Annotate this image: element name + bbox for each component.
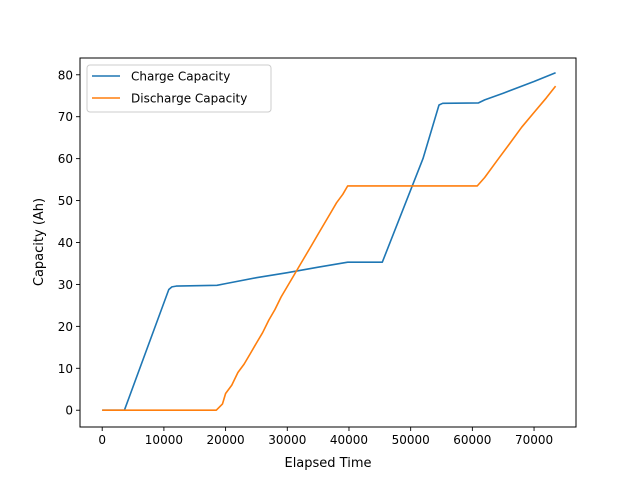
x-axis-label: Elapsed Time [284, 456, 371, 471]
x-tick-label: 20000 [206, 433, 244, 447]
y-tick-label: 80 [58, 68, 73, 82]
y-tick-label: 10 [58, 362, 73, 376]
y-tick-label: 30 [58, 278, 73, 292]
y-tick-label: 0 [65, 404, 73, 418]
y-tick-label: 50 [58, 194, 73, 208]
legend-label-0: Charge Capacity [131, 70, 230, 84]
y-tick-label: 40 [58, 236, 73, 250]
series-line-1 [102, 85, 557, 411]
x-tick-label: 60000 [453, 433, 491, 447]
x-tick-label: 10000 [145, 433, 183, 447]
y-tick-label: 70 [58, 110, 73, 124]
x-tick-label: 30000 [268, 433, 306, 447]
legend-box [86, 64, 272, 113]
x-tick-label: 50000 [392, 433, 430, 447]
x-tick-label: 0 [98, 433, 106, 447]
x-tick-label: 70000 [515, 433, 553, 447]
y-axis-label: Capacity (Ah) [32, 198, 47, 286]
x-axis-ticks: 0 10000 20000 30000 40000 50000 60000 70000 [98, 427, 553, 447]
y-axis-ticks: 0 10 20 30 40 50 60 70 80 [58, 68, 80, 418]
y-tick-label: 60 [58, 152, 73, 166]
legend-label-1: Discharge Capacity [131, 92, 247, 106]
series-lines [102, 71, 557, 411]
x-tick-label: 40000 [330, 433, 368, 447]
series-line-0 [102, 71, 556, 411]
legend: Charge Capacity Discharge Capacity [86, 64, 272, 113]
y-tick-label: 20 [58, 320, 73, 334]
plot-frame [79, 57, 577, 428]
